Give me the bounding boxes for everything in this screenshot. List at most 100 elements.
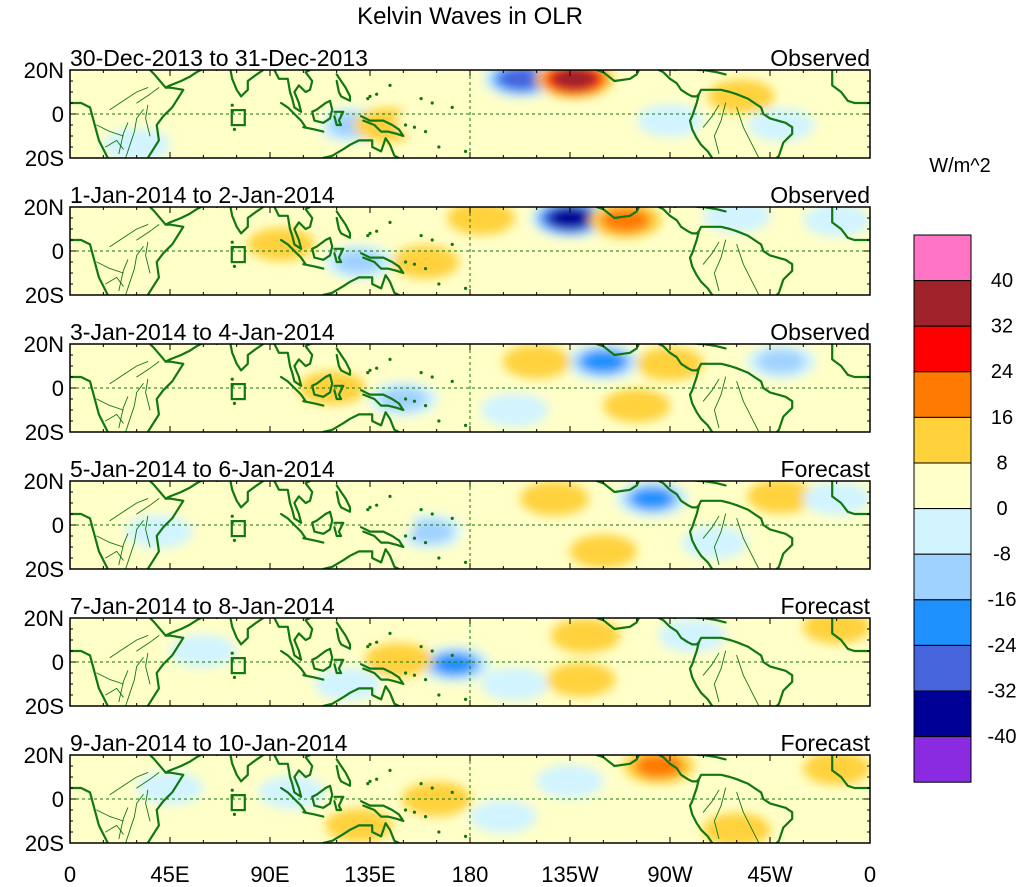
border-8	[736, 791, 760, 843]
colorbar-level-6: -8	[993, 544, 1011, 566]
coastline-9	[335, 347, 352, 376]
colorbar-level-4: 8	[996, 452, 1007, 474]
border-7	[713, 787, 727, 840]
coastline-15	[673, 481, 727, 487]
island-5	[388, 357, 392, 361]
coastline-16	[831, 755, 870, 790]
lat-label-2: 20S	[25, 146, 64, 171]
anomaly-blob-0	[561, 623, 610, 648]
border-4	[145, 789, 151, 822]
anomaly-blob-3	[247, 227, 315, 262]
panel-kind: Observed	[770, 182, 870, 208]
island-10	[437, 830, 441, 834]
island-5	[388, 220, 392, 224]
colorbar-bin-11	[913, 736, 972, 783]
coastline-14	[688, 641, 714, 706]
coastline-3	[215, 755, 265, 783]
coastline-14	[688, 367, 714, 432]
island-10	[437, 693, 441, 697]
panel-kind: Forecast	[781, 593, 871, 619]
island-11	[463, 697, 468, 702]
coastline-9	[335, 621, 352, 650]
island-9	[423, 815, 428, 819]
coastline-3	[215, 344, 265, 372]
border-9	[702, 652, 720, 676]
island-13	[403, 397, 408, 401]
coastline-1	[146, 481, 185, 569]
colorbar-bin-4	[913, 416, 972, 464]
island-13	[403, 123, 408, 127]
lat-label-0: 20N	[24, 332, 64, 357]
anomaly-blob-2	[447, 207, 516, 235]
anomaly-blob-1	[552, 70, 597, 90]
island-3	[368, 779, 372, 784]
lon-label-3: 135E	[344, 862, 395, 887]
coastline-15	[673, 344, 727, 350]
border-3	[118, 533, 129, 566]
lat-label-1: 0	[52, 376, 64, 401]
coastline-1	[146, 207, 185, 295]
colorbar-bin-6	[913, 508, 972, 555]
coastline-3	[215, 207, 265, 235]
island-8	[450, 105, 454, 109]
coastline-15	[673, 618, 727, 624]
island-12	[412, 536, 417, 540]
lon-label-0: 0	[64, 862, 76, 887]
coastline-14	[688, 230, 714, 295]
border-6	[109, 87, 149, 111]
anomaly-blob-8	[170, 634, 237, 668]
coastline-13	[657, 207, 794, 295]
anomaly-blob-7	[802, 618, 870, 644]
lat-label-1: 0	[52, 102, 64, 127]
coastline-2	[164, 481, 203, 500]
border-1	[96, 261, 124, 274]
colorbar-level-2: 24	[991, 361, 1013, 383]
island-6	[419, 508, 423, 512]
anomaly-blob-6	[314, 667, 382, 701]
lat-label-2: 20S	[25, 557, 64, 582]
panel-2: 20N 0 20S 3-Jan-2014 to 4-Jan-2014 Observed	[24, 319, 871, 445]
panel-3: 20N 0 20S 5-Jan-2014 to 6-Jan-2014 Forecast	[24, 456, 871, 582]
border-7	[713, 376, 727, 429]
coastline-6	[302, 126, 325, 133]
border-8	[736, 517, 760, 569]
island-7	[430, 786, 434, 790]
border-2	[136, 498, 160, 515]
coastline-11	[322, 274, 400, 295]
coastline-13	[657, 344, 794, 432]
coastline-11	[322, 548, 400, 569]
coastline-15	[673, 755, 727, 761]
border-8	[736, 380, 760, 432]
island-3	[368, 368, 372, 372]
border-6	[109, 224, 149, 248]
island-8	[450, 516, 454, 521]
region-box	[230, 246, 246, 264]
anomaly-blob-10	[747, 108, 815, 142]
island-14	[366, 782, 370, 786]
lat-label-2: 20S	[25, 420, 64, 445]
border-0	[125, 383, 144, 432]
border-7	[713, 239, 727, 292]
border-2	[136, 87, 160, 104]
border-4	[145, 241, 151, 274]
anomaly-blob-1	[432, 653, 477, 676]
island-2	[232, 675, 237, 680]
island-7	[430, 375, 434, 379]
island-2	[232, 812, 237, 817]
anomaly-blob-3	[536, 764, 604, 799]
lat-label-0: 20N	[24, 58, 64, 83]
colorbar-level-10: -40	[988, 726, 1017, 748]
lat-label-2: 20S	[25, 831, 64, 856]
anomaly-blob-8	[603, 388, 671, 423]
island-0	[230, 514, 234, 518]
border-9	[702, 378, 720, 402]
coastline-9	[335, 210, 352, 239]
coastline-6	[302, 537, 325, 544]
anomaly-blob-4	[469, 799, 537, 834]
island-13	[403, 671, 408, 675]
border-6	[109, 772, 149, 796]
border-1	[96, 124, 124, 137]
island-9	[423, 130, 428, 134]
anomaly-blob-6	[459, 519, 526, 553]
anomaly-blob-4	[334, 250, 383, 274]
